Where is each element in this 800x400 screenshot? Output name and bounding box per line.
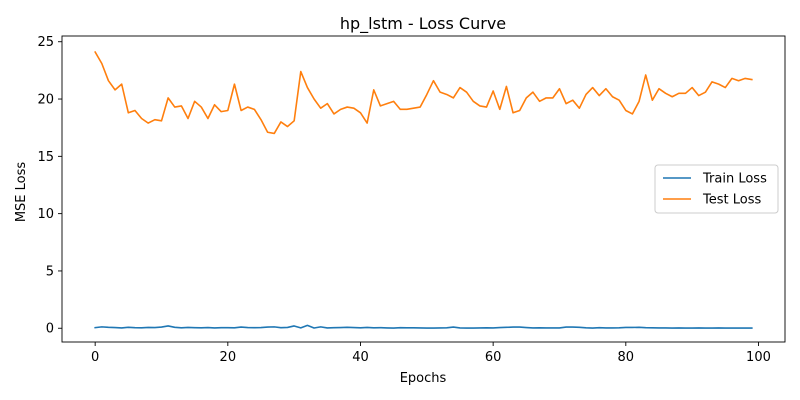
- x-tick-label-60: 60: [485, 350, 502, 365]
- x-tick-label-80: 80: [618, 350, 635, 365]
- y-tick-label-0: 0: [46, 322, 54, 337]
- series-line-train-loss: [94, 324, 753, 329]
- legend: Train Loss Test Loss: [654, 164, 779, 214]
- x-tick-label-0: 0: [91, 350, 99, 365]
- x-axis-label: Epochs: [400, 371, 447, 386]
- chart-title: hp_lstm - Loss Curve: [340, 14, 506, 34]
- x-tick-label-20: 20: [220, 350, 237, 365]
- y-tick-label-5: 5: [46, 264, 54, 279]
- y-tick-label-10: 10: [37, 207, 54, 222]
- plot-area: 0 20 40 60 80 100 0 5 10 15 20 25: [37, 35, 786, 365]
- legend-label-train-loss: Train Loss: [702, 172, 767, 187]
- y-tick-label-25: 25: [37, 35, 54, 50]
- y-tick-label-15: 15: [37, 150, 54, 165]
- legend-label-test-loss: Test Loss: [702, 193, 761, 208]
- y-tick-label-20: 20: [37, 93, 54, 108]
- series-line-test-loss: [94, 50, 753, 135]
- y-axis-label: MSE Loss: [14, 162, 29, 223]
- legend-box: [654, 164, 779, 214]
- x-tick-label-100: 100: [746, 350, 771, 365]
- x-tick-label-40: 40: [352, 350, 369, 365]
- axes-frame: [61, 35, 786, 343]
